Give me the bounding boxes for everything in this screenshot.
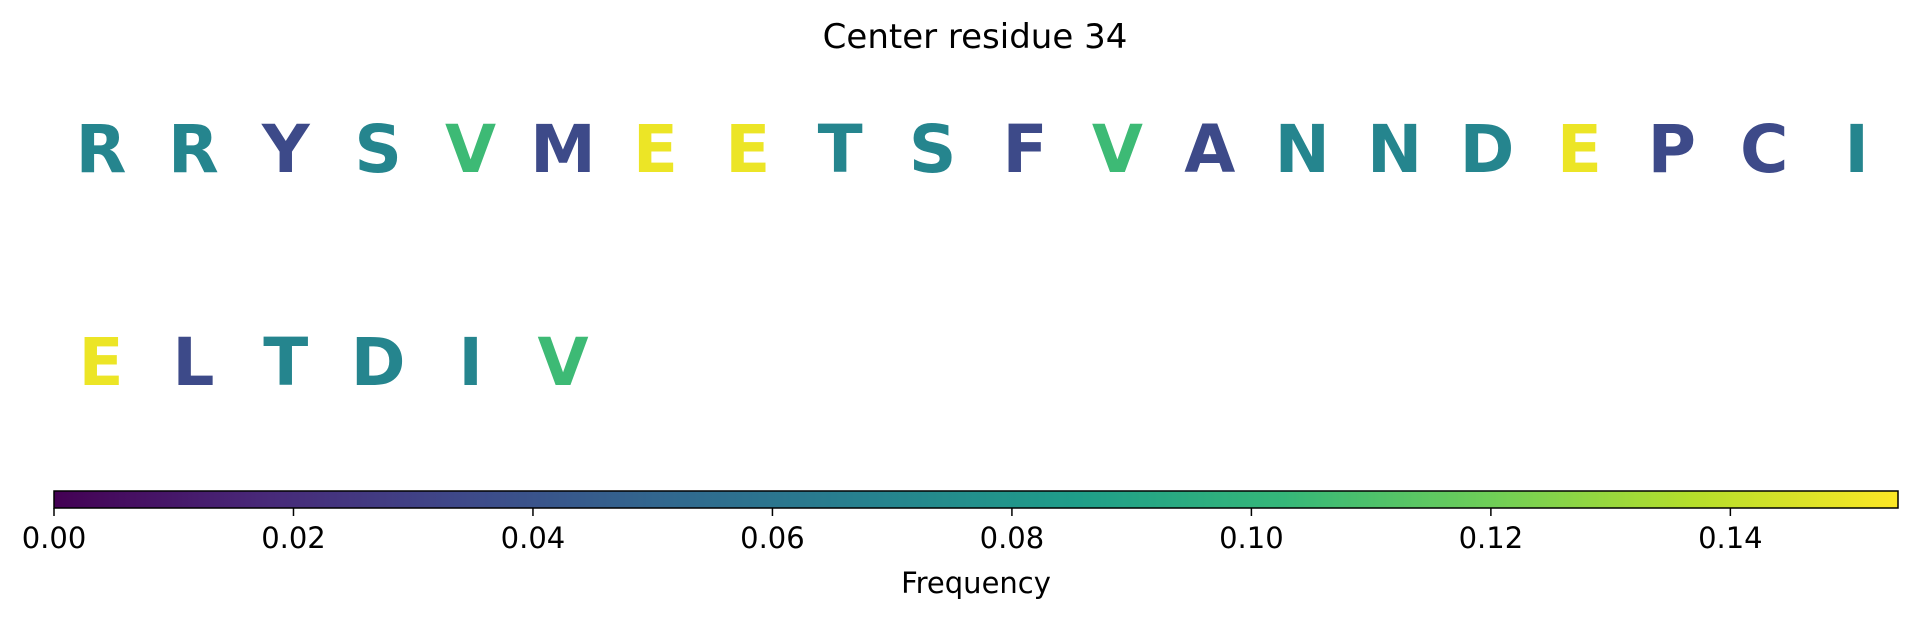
residue-letter: S [909, 111, 957, 188]
residue-letter: Y [261, 111, 311, 188]
residue-letter: D [351, 324, 406, 401]
colorbar-ticks: 0.00 0.02 0.04 0.06 0.08 0.10 0.12 0.14 [22, 508, 1763, 555]
residue-letter: M [530, 111, 596, 188]
colorbar-label: Frequency [901, 566, 1051, 600]
residue-letter: T [263, 324, 308, 401]
colorbar-tick-label: 0.10 [1219, 521, 1284, 555]
residue-letter: N [1367, 111, 1422, 188]
residue-letter: V [1092, 111, 1143, 188]
residue-letter: E [725, 111, 770, 188]
residue-letter: V [445, 111, 496, 188]
residue-letter: S [354, 111, 402, 188]
residue-letter: N [1275, 111, 1330, 188]
residue-letter: D [1460, 111, 1515, 188]
colorbar-tick-label: 0.06 [740, 521, 805, 555]
colorbar-tick-label: 0.04 [501, 521, 566, 555]
residue-letter: T [818, 111, 863, 188]
residue-letter: R [168, 111, 219, 188]
residue-letter: C [1740, 111, 1788, 188]
residue-letter: I [1844, 111, 1869, 188]
residue-letter: R [76, 111, 127, 188]
colorbar-gradient [53, 490, 1899, 509]
residue-letter: I [458, 324, 483, 401]
residue-letter: E [78, 324, 123, 401]
colorbar-tick-label: 0.08 [980, 521, 1045, 555]
chart-title: Center residue 34 [823, 17, 1128, 57]
residue-letter: E [1557, 111, 1602, 188]
residue-letter: E [633, 111, 678, 188]
colorbar-tick-label: 0.02 [261, 521, 326, 555]
residue-letters: R R Y S V M E E T S F V A N N D E P C IE L T D I V [76, 111, 1869, 401]
residue-letter: F [1002, 111, 1047, 188]
residue-letter: V [537, 324, 588, 401]
colorbar-tick-label: 0.14 [1698, 521, 1763, 555]
colorbar-tick-label: 0.00 [22, 521, 87, 555]
colorbar: 0.00 0.02 0.04 0.06 0.08 0.10 0.12 0.14 Frequen… [22, 490, 1899, 600]
colorbar-tick-label: 0.12 [1459, 521, 1524, 555]
residue-letter: P [1648, 111, 1696, 188]
residue-letter: L [172, 324, 214, 401]
residue-letter: A [1184, 111, 1235, 188]
